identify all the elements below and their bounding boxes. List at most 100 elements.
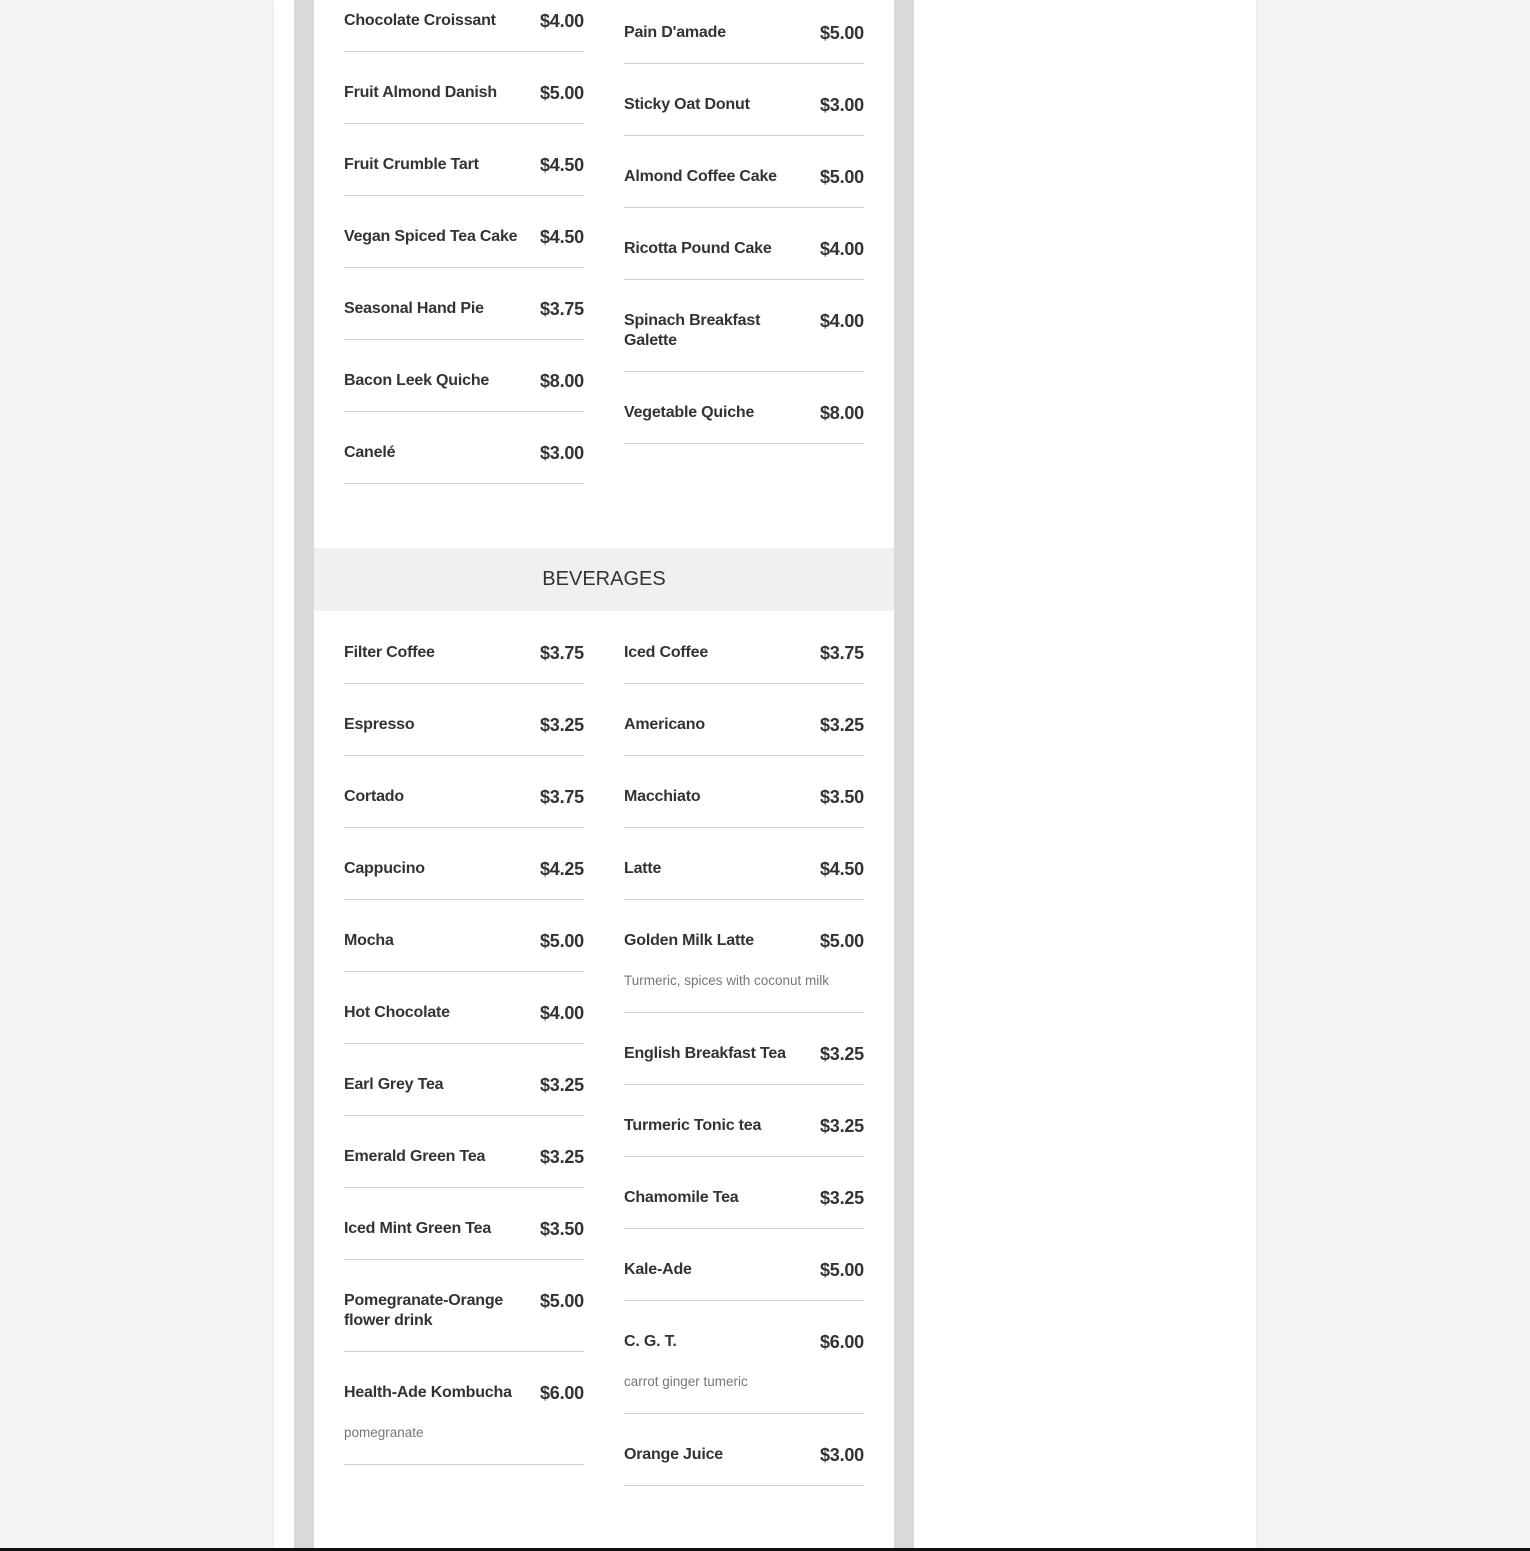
- menu-item-price: $5.00: [819, 167, 864, 187]
- menu-item-name: Ricotta Pound Cake: [624, 240, 772, 257]
- menu-item-name: Almond Coffee Cake: [624, 168, 777, 185]
- menu-item-row: English Breakfast Tea $3.25: [624, 1044, 864, 1064]
- menu-item-row: C. G. T. $6.00: [624, 1332, 864, 1352]
- menu-item-name: Hot Chocolate: [344, 1004, 450, 1021]
- menu-item-row: Iced Mint Green Tea $3.50: [344, 1219, 584, 1239]
- menu-item: Pain D'amade $5.00: [624, 0, 864, 64]
- menu-item-row: Vegetable Quiche $8.00: [624, 403, 864, 423]
- menu-item-name: Vegetable Quiche: [624, 404, 755, 421]
- menu-item-name: Macchiato: [624, 788, 701, 805]
- menu-item-row: Sticky Oat Donut $3.00: [624, 95, 864, 115]
- menu-item-name: Latte: [624, 860, 662, 877]
- menu-item-price: $4.00: [539, 11, 584, 31]
- menu-item: Cappucino $4.25: [344, 828, 584, 900]
- menu-item-row: Health-Ade Kombucha $6.00: [344, 1383, 584, 1403]
- menu-item: Bacon Leek Quiche $8.00: [344, 340, 584, 412]
- menu-item: Emerald Green Tea $3.25: [344, 1116, 584, 1188]
- menu-item: Cortado $3.75: [344, 756, 584, 828]
- menu-item-name: Turmeric Tonic tea: [624, 1117, 762, 1134]
- menu-item-row: Americano $3.25: [624, 715, 864, 735]
- menu-item-name: Sticky Oat Donut: [624, 96, 750, 113]
- menu-item-row: Fruit Almond Danish $5.00: [344, 83, 584, 103]
- menu-item: Vegan Spiced Tea Cake $4.50: [344, 196, 584, 268]
- menu-item-name: Emerald Green Tea: [344, 1148, 486, 1165]
- menu-item-price: $3.50: [539, 1219, 584, 1239]
- menu-item: Almond Coffee Cake $5.00: [624, 136, 864, 208]
- menu-item-row: Ricotta Pound Cake $4.00: [624, 239, 864, 259]
- menu-item-name: Iced Coffee: [624, 644, 709, 661]
- menu-item-name: Bacon Leek Quiche: [344, 372, 490, 389]
- pastries-left-column: Chocolate Croissant $4.00 Fruit Almond D…: [344, 0, 584, 484]
- menu-item: Orange Juice $3.00: [624, 1414, 864, 1486]
- menu-item-description: carrot ginger tumeric: [624, 1374, 748, 1389]
- menu-item-row: Vegan Spiced Tea Cake $4.50: [344, 227, 584, 247]
- menu-item-row: Iced Coffee $3.75: [624, 643, 864, 663]
- menu-item-row: Chamomile Tea $3.25: [624, 1188, 864, 1208]
- menu-item-price: $3.25: [819, 1116, 864, 1136]
- menu-item: C. G. T. $6.00 carrot ginger tumeric: [624, 1301, 864, 1414]
- menu-item-name: Fruit Crumble Tart: [344, 156, 479, 173]
- menu-item-description: pomegranate: [344, 1425, 424, 1440]
- menu-item-row: Pomegranate-Orange flower drink $5.00: [344, 1291, 584, 1331]
- menu-item-name: Cappucino: [344, 860, 425, 877]
- menu-item: Golden Milk Latte $5.00 Turmeric, spices…: [624, 900, 864, 1013]
- menu-item-row: Macchiato $3.50: [624, 787, 864, 807]
- menu-item-description: Turmeric, spices with coconut milk: [624, 973, 830, 988]
- menu-item-name: Iced Mint Green Tea: [344, 1220, 492, 1237]
- menu-item-name: Health-Ade Kombucha: [344, 1384, 512, 1401]
- menu-item-price: $5.00: [539, 931, 584, 951]
- menu-item-price: $3.75: [539, 643, 584, 663]
- menu-item-price: $8.00: [539, 371, 584, 391]
- menu-item: Kale-Ade $5.00: [624, 1229, 864, 1301]
- menu-item-price: $3.25: [819, 1044, 864, 1064]
- menu-item: Hot Chocolate $4.00: [344, 972, 584, 1044]
- menu-item: Filter Coffee $3.75: [344, 612, 584, 684]
- menu-item-price: $4.25: [539, 859, 584, 879]
- menu-item-price: $4.00: [819, 311, 864, 331]
- menu-item-price: $6.00: [539, 1383, 584, 1403]
- menu-item-row: Hot Chocolate $4.00: [344, 1003, 584, 1023]
- menu-item: Latte $4.50: [624, 828, 864, 900]
- menu-item: Canelé $3.00: [344, 412, 584, 484]
- menu-item-row: Cappucino $4.25: [344, 859, 584, 879]
- menu-item-row: Mocha $5.00: [344, 931, 584, 951]
- menu-item-row: Latte $4.50: [624, 859, 864, 879]
- menu-item-price: $3.25: [539, 715, 584, 735]
- menu-item-row: Bacon Leek Quiche $8.00: [344, 371, 584, 391]
- menu-item-name: English Breakfast Tea: [624, 1045, 786, 1062]
- beverages-left-column: Filter Coffee $3.75 Espresso $3.25 Corta…: [344, 612, 584, 1465]
- menu-item-name: Earl Grey Tea: [344, 1076, 444, 1093]
- menu-item: Turmeric Tonic tea $3.25: [624, 1085, 864, 1157]
- menu-item-name: Espresso: [344, 716, 415, 733]
- menu-item-row: Canelé $3.00: [344, 443, 584, 463]
- menu-item: Chocolate Croissant $4.00: [344, 0, 584, 52]
- menu-item-price: $4.00: [819, 239, 864, 259]
- menu-item-row: Emerald Green Tea $3.25: [344, 1147, 584, 1167]
- menu-item-name: Kale-Ade: [624, 1261, 692, 1278]
- menu-item-row: Espresso $3.25: [344, 715, 584, 735]
- bottom-bar: [0, 1548, 1530, 1551]
- menu-item-price: $6.00: [819, 1332, 864, 1352]
- menu-item-price: $3.25: [539, 1147, 584, 1167]
- menu-item-price: $3.75: [539, 299, 584, 319]
- menu-item: Spinach Breakfast Galette $4.00: [624, 280, 864, 372]
- menu-item-row: Orange Juice $3.00: [624, 1445, 864, 1465]
- menu-item-price: $4.50: [539, 155, 584, 175]
- menu-item-row: Filter Coffee $3.75: [344, 643, 584, 663]
- menu-item: Seasonal Hand Pie $3.75: [344, 268, 584, 340]
- menu-item-name: Golden Milk Latte: [624, 932, 754, 949]
- menu-item-price: $5.00: [819, 931, 864, 951]
- menu-item: Americano $3.25: [624, 684, 864, 756]
- menu-item-name: Canelé: [344, 444, 396, 461]
- menu-item: Sticky Oat Donut $3.00: [624, 64, 864, 136]
- menu-item-name: Cortado: [344, 788, 404, 805]
- menu-item-row: Chocolate Croissant $4.00: [344, 11, 584, 31]
- menu-item: Health-Ade Kombucha $6.00 pomegranate: [344, 1352, 584, 1465]
- menu-item-name: C. G. T.: [624, 1333, 677, 1350]
- menu-item-price: $3.00: [819, 1445, 864, 1465]
- menu-item-row: Almond Coffee Cake $5.00: [624, 167, 864, 187]
- menu-item: Ricotta Pound Cake $4.00: [624, 208, 864, 280]
- menu-item-name: Seasonal Hand Pie: [344, 300, 484, 317]
- menu-item-price: $3.00: [539, 443, 584, 463]
- menu-item-price: $4.00: [539, 1003, 584, 1023]
